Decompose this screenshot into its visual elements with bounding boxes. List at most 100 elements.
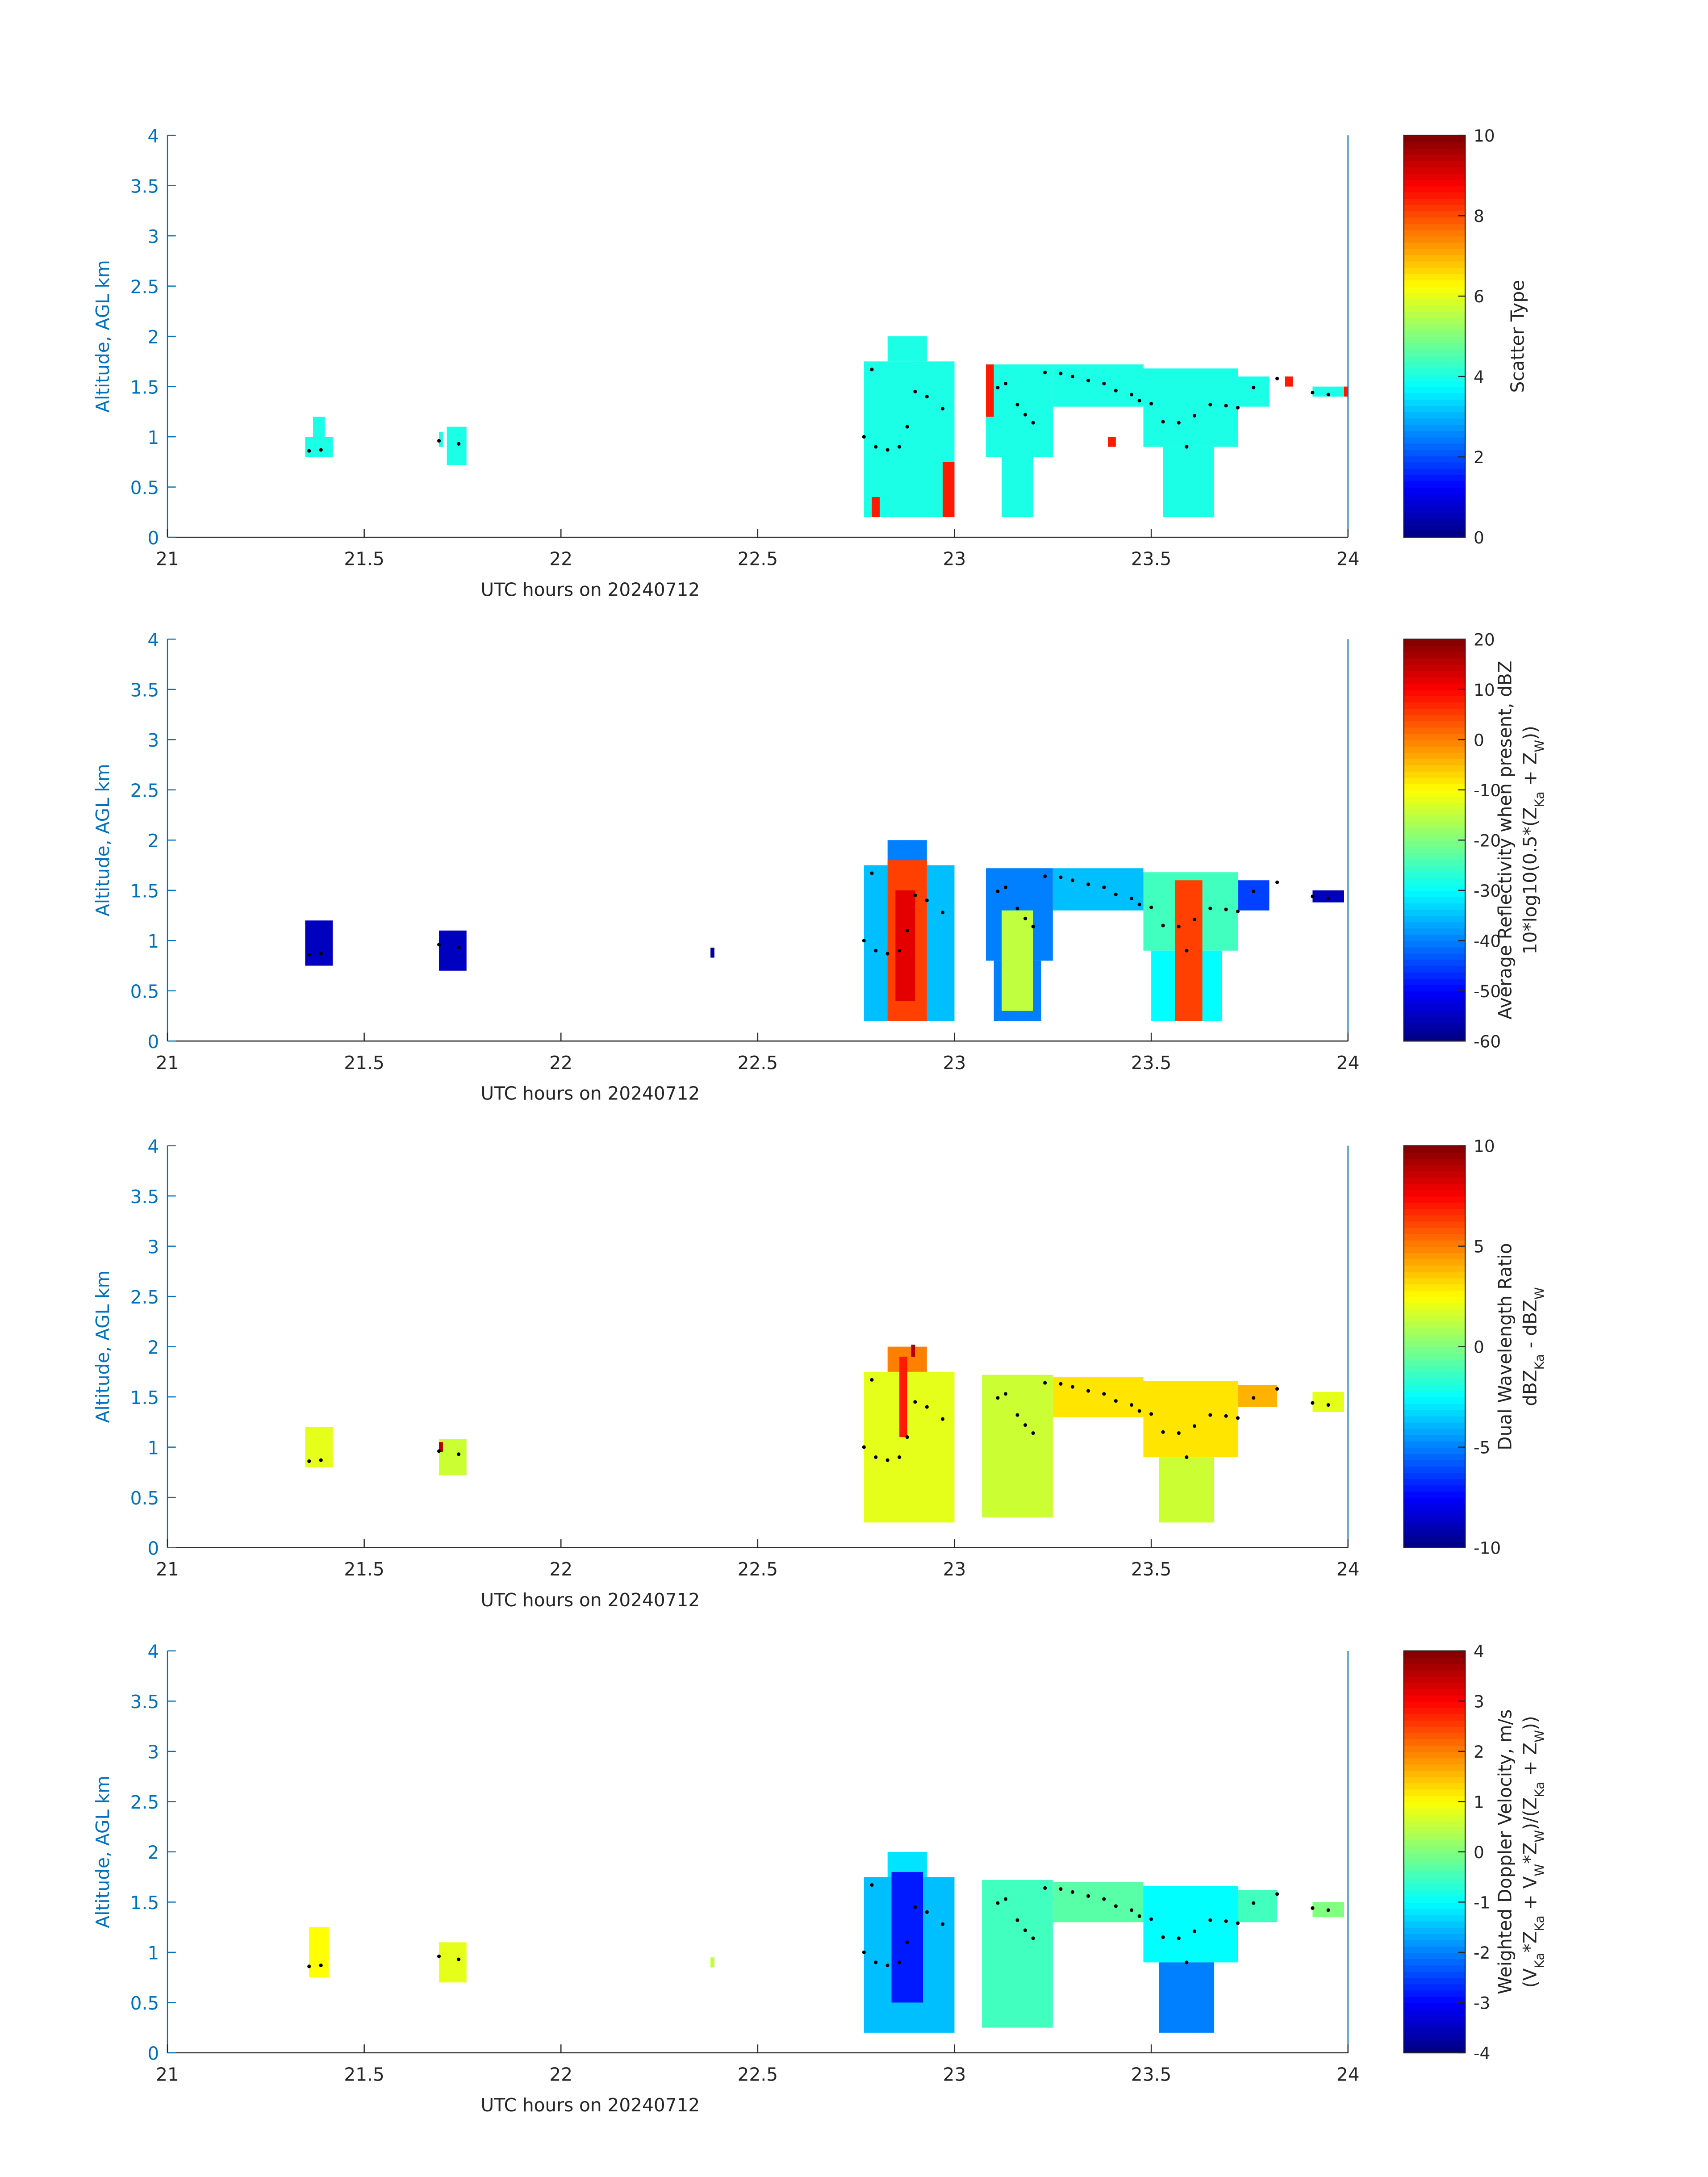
x-tick-label: 24 [1336, 1052, 1360, 1074]
colorbar-strip [1403, 437, 1466, 444]
colorbar-tick-label: 0 [1474, 1337, 1484, 1357]
colorbar-strip [1403, 280, 1466, 287]
colorbar-strip [1403, 462, 1466, 469]
colorbar-strip [1403, 160, 1466, 167]
colorbar-tick-label: 3 [1474, 1692, 1484, 1711]
label-part: )) [1520, 726, 1541, 740]
dot [874, 1960, 878, 1964]
colorbar-strip [1403, 292, 1466, 299]
cell [710, 1957, 714, 1968]
colorbar-strip [1403, 1403, 1466, 1410]
colorbar-strip [1403, 978, 1466, 985]
dot [1015, 1918, 1019, 1922]
label-subscript: W [1532, 1730, 1547, 1742]
y-tick-label: 4 [147, 629, 159, 651]
dot [1252, 889, 1256, 894]
colorbar-strip [1403, 1328, 1466, 1335]
dot [1185, 1960, 1189, 1964]
x-tick-label: 23.5 [1131, 1559, 1171, 1580]
colorbar-strip [1403, 1908, 1466, 1915]
y-tick-label: 2.5 [130, 780, 159, 801]
colorbar-strip [1403, 852, 1466, 860]
y-tick-label: 4 [147, 1136, 159, 1157]
y-tick-label: 1.5 [130, 1387, 159, 1408]
colorbar-strip [1403, 777, 1466, 784]
cell [986, 364, 994, 417]
colorbar-tick-label: -20 [1474, 831, 1501, 850]
colorbar-tick-label: -3 [1474, 1993, 1490, 2013]
colorbar-strip [1403, 1309, 1466, 1316]
dot [862, 1950, 866, 1954]
colorbar-strip [1403, 1939, 1466, 1947]
colorbar-tick-label: -50 [1474, 982, 1501, 1001]
dot [913, 1400, 917, 1404]
colorbar-strip [1403, 1290, 1466, 1297]
dot [1031, 1431, 1035, 1435]
y-axis-label: Altitude, AGL km [92, 1270, 113, 1423]
label-subscript: Ka [1532, 1354, 1547, 1370]
colorbar-strip [1403, 298, 1466, 306]
dot [1149, 1412, 1153, 1416]
colorbar-tick-label: -10 [1474, 781, 1501, 800]
dot [941, 1922, 945, 1926]
colorbar-strip [1403, 708, 1466, 715]
colorbar-strip [1403, 677, 1466, 684]
colorbar-strip [1403, 493, 1466, 500]
colorbar-tick-label: 1 [1474, 1792, 1484, 1812]
colorbar-strip [1403, 1801, 1466, 1809]
x-tick-label: 21.5 [344, 1052, 384, 1074]
dot [1070, 1890, 1074, 1894]
y-tick-label: 2 [147, 1842, 159, 1864]
colorbar-strip [1403, 934, 1466, 941]
colorbar-strip [1403, 1491, 1466, 1498]
y-tick-label: 1 [147, 427, 159, 448]
label-part: *Z [1520, 1843, 1541, 1864]
colorbar-strip [1403, 1453, 1466, 1460]
colorbar-strip [1403, 217, 1466, 224]
x-tick-label: 21 [156, 1052, 179, 1074]
dot [898, 1455, 902, 1459]
colorbar-strip [1403, 411, 1466, 419]
cell [1002, 457, 1033, 518]
colorbar-strip [1403, 1371, 1466, 1379]
label-subscript: Ka [1532, 1782, 1547, 1797]
colorbar-tick-label: -60 [1474, 1032, 1501, 1051]
dot [1185, 949, 1189, 953]
colorbar-strip [1403, 518, 1466, 526]
y-tick-label: 3.5 [130, 1186, 159, 1208]
colorbar-strip [1403, 1265, 1466, 1272]
colorbar-strip [1403, 2034, 1466, 2041]
colorbar-strip [1403, 840, 1466, 847]
colorbar-strip [1403, 1359, 1466, 1366]
colorbar-strip [1403, 1208, 1466, 1216]
colorbar-strip [1403, 783, 1466, 791]
dot [1177, 421, 1181, 425]
dot [1149, 905, 1153, 910]
y-tick-label: 1 [147, 1437, 159, 1458]
x-tick-label: 24 [1336, 2064, 1360, 2085]
colorbar-strip [1403, 990, 1466, 998]
dot [1023, 413, 1027, 417]
colorbar-tick-label: -4 [1474, 2043, 1490, 2063]
dot [1004, 1392, 1008, 1396]
colorbar-strip [1403, 859, 1466, 866]
dot [941, 1417, 945, 1421]
colorbar-strip [1403, 1485, 1466, 1492]
colorbar-strip [1403, 1016, 1466, 1023]
colorbar-strip [1403, 2002, 1466, 2010]
dot [870, 871, 874, 875]
colorbar-strip [1403, 1035, 1466, 1042]
colorbar-strip [1403, 1770, 1466, 1777]
dot [1311, 894, 1315, 898]
label-subscript: Ka [1532, 791, 1547, 807]
y-axis-label: Altitude, AGL km [92, 260, 113, 413]
cell [439, 1942, 467, 1983]
dot [1114, 1399, 1118, 1403]
colorbar-strip [1403, 531, 1466, 538]
colorbar-strip [1403, 185, 1466, 192]
colorbar-label: dBZKa - dBZW [1520, 1287, 1547, 1406]
colorbar-tick-label: 20 [1474, 630, 1495, 649]
y-axis-label: Altitude, AGL km [92, 1776, 113, 1928]
colorbar-label: Scatter Type [1507, 280, 1528, 393]
colorbar-label: (VKa*ZKa + VW*ZW)/(ZKa + ZW)) [1520, 1716, 1547, 1988]
